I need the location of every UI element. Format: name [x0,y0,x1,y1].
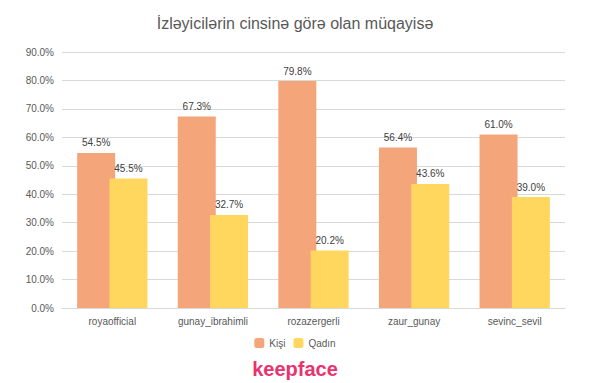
svg-text:10.0%: 10.0% [26,274,54,285]
svg-text:rozazergerli: rozazergerli [287,316,339,327]
svg-text:60.0%: 60.0% [26,132,54,143]
svg-text:45.5%: 45.5% [114,163,142,174]
svg-text:50.0%: 50.0% [26,160,54,171]
svg-text:56.4%: 56.4% [384,132,412,143]
svg-text:32.7%: 32.7% [215,199,243,210]
svg-text:20.2%: 20.2% [315,235,343,246]
svg-text:sevinc_sevil: sevinc_sevil [488,316,542,327]
svg-text:zaur_gunay: zaur_gunay [388,316,440,327]
svg-text:30.0%: 30.0% [26,217,54,228]
svg-text:gunay_ibrahimli: gunay_ibrahimli [178,316,248,327]
svg-text:Qadın: Qadın [308,338,335,349]
svg-text:80.0%: 80.0% [26,75,54,86]
svg-text:43.6%: 43.6% [416,168,444,179]
svg-text:90.0%: 90.0% [26,47,54,58]
svg-text:Kişi: Kişi [269,338,285,349]
svg-text:0.0%: 0.0% [31,303,54,314]
svg-text:İzləyicilərin cinsinə görə ola: İzləyicilərin cinsinə görə olan müqayisə [157,14,434,32]
svg-text:70.0%: 70.0% [26,103,54,114]
svg-text:40.0%: 40.0% [26,189,54,200]
svg-text:54.5%: 54.5% [82,137,110,148]
svg-text:79.8%: 79.8% [283,66,311,77]
svg-text:royaofficial: royaofficial [88,316,136,327]
svg-text:20.0%: 20.0% [26,246,54,257]
svg-text:67.3%: 67.3% [183,101,211,112]
svg-text:61.0%: 61.0% [484,119,512,130]
svg-text:keepface: keepface [252,358,338,380]
svg-text:39.0%: 39.0% [517,182,545,193]
